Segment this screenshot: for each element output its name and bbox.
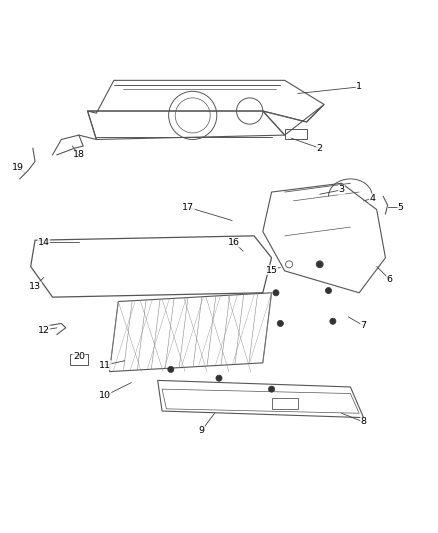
Text: 2: 2 bbox=[317, 144, 323, 153]
Text: 4: 4 bbox=[369, 194, 375, 203]
Circle shape bbox=[168, 366, 174, 373]
Text: 20: 20 bbox=[73, 352, 85, 361]
Circle shape bbox=[325, 287, 332, 294]
Bar bbox=[70, 354, 88, 365]
Text: 9: 9 bbox=[198, 426, 205, 435]
Text: 16: 16 bbox=[228, 238, 240, 247]
Circle shape bbox=[317, 261, 323, 268]
Circle shape bbox=[268, 386, 275, 392]
Text: 10: 10 bbox=[99, 391, 111, 400]
Circle shape bbox=[277, 320, 283, 327]
Circle shape bbox=[273, 290, 279, 296]
Bar bbox=[285, 128, 307, 140]
Text: 11: 11 bbox=[99, 360, 111, 369]
Text: 15: 15 bbox=[265, 265, 278, 274]
Circle shape bbox=[216, 375, 222, 381]
Text: 7: 7 bbox=[360, 321, 367, 330]
Text: 5: 5 bbox=[398, 203, 404, 212]
Text: 6: 6 bbox=[387, 275, 393, 284]
Text: 13: 13 bbox=[29, 282, 41, 290]
Text: 1: 1 bbox=[356, 83, 362, 92]
Circle shape bbox=[330, 318, 336, 324]
Text: 12: 12 bbox=[38, 326, 50, 335]
Text: 14: 14 bbox=[38, 238, 50, 247]
Text: 19: 19 bbox=[11, 164, 24, 173]
Text: 8: 8 bbox=[360, 417, 367, 426]
Text: 17: 17 bbox=[182, 203, 194, 212]
Text: 18: 18 bbox=[73, 150, 85, 159]
Bar bbox=[272, 398, 298, 409]
Text: 3: 3 bbox=[339, 185, 345, 195]
